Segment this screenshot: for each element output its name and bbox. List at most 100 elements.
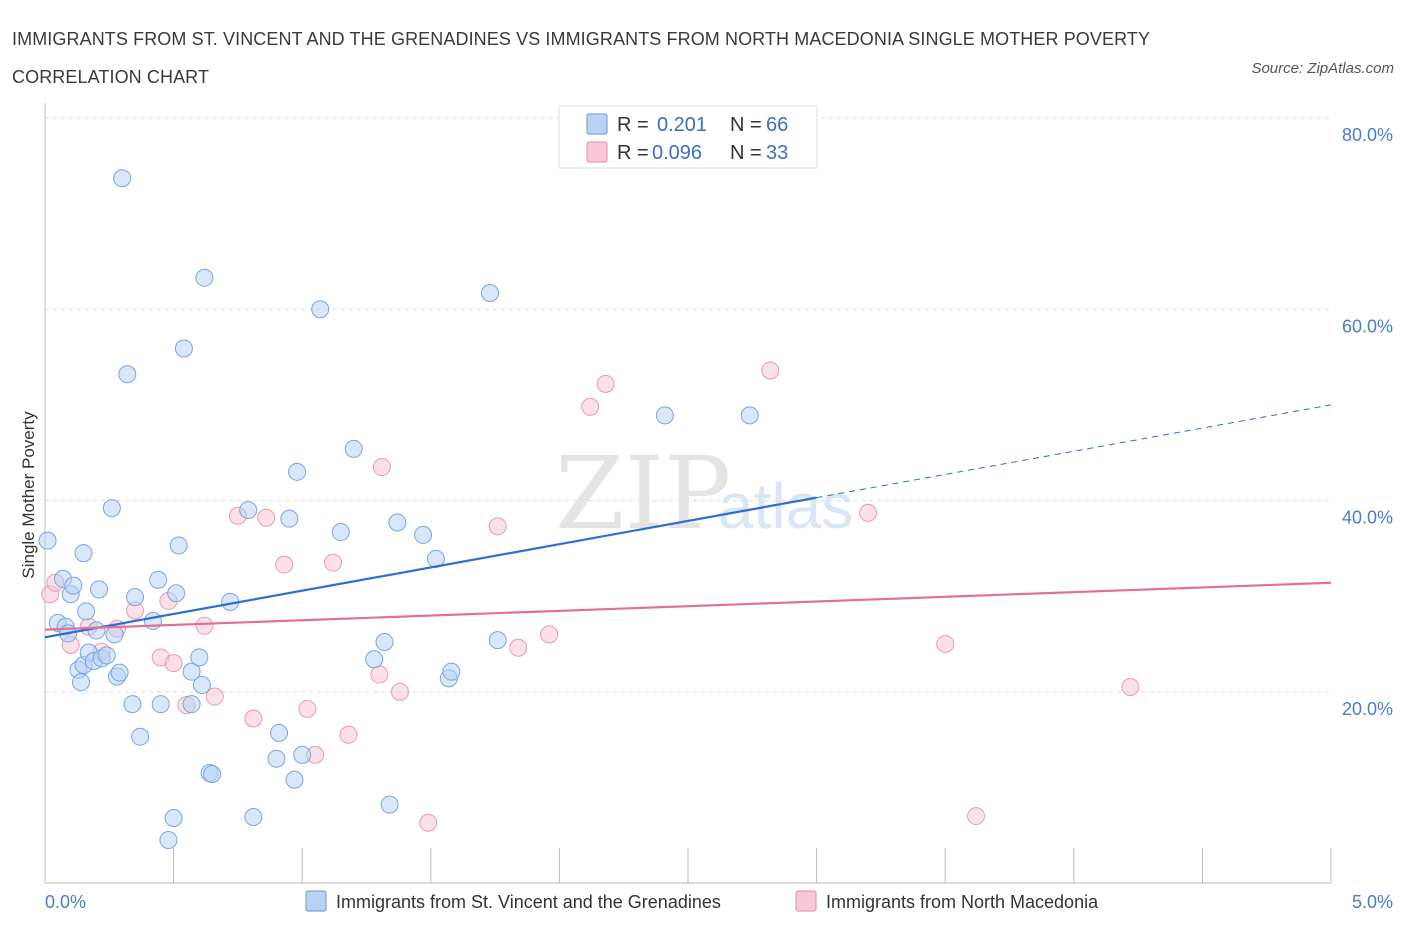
data-point-st-vincent — [110, 663, 129, 682]
y-tick-label: 20.0% — [1342, 699, 1393, 719]
x-tick-label: 5.0% — [1352, 892, 1393, 912]
data-point-north-macedonia — [488, 517, 507, 536]
data-point-st-vincent — [159, 830, 178, 849]
data-point-north-macedonia — [195, 616, 214, 635]
data-point-st-vincent — [244, 808, 263, 827]
data-point-north-macedonia — [419, 813, 438, 832]
data-point-north-macedonia — [936, 634, 955, 653]
data-point-north-macedonia — [596, 374, 615, 393]
data-point-st-vincent — [87, 621, 106, 640]
data-point-north-macedonia — [205, 687, 224, 706]
series-legend-label-north-macedonia: Immigrants from North Macedonia — [826, 892, 1099, 912]
chart-source: Source: ZipAtlas.com — [1251, 60, 1394, 77]
data-point-st-vincent — [192, 676, 211, 695]
data-point-st-vincent — [118, 365, 137, 384]
data-point-st-vincent — [90, 580, 109, 599]
data-point-st-vincent — [344, 439, 363, 458]
data-point-st-vincent — [288, 462, 307, 481]
data-point-st-vincent — [480, 283, 499, 302]
x-tick-label: 0.0% — [45, 892, 86, 912]
data-point-north-macedonia — [859, 503, 878, 522]
y-axis-label: Single Mother Poverty — [19, 411, 38, 579]
data-point-st-vincent — [740, 406, 759, 425]
stats-legend-n-value: 33 — [766, 142, 788, 164]
data-point-north-macedonia — [1121, 677, 1140, 696]
stats-legend-r-value: 0.096 — [652, 142, 702, 164]
data-point-st-vincent — [131, 727, 150, 746]
data-point-st-vincent — [239, 501, 258, 520]
data-point-st-vincent — [203, 764, 222, 783]
data-point-st-vincent — [388, 513, 407, 532]
data-point-st-vincent — [655, 406, 674, 425]
axes — [44, 103, 1332, 884]
data-point-north-macedonia — [509, 638, 528, 657]
data-point-north-macedonia — [581, 397, 600, 416]
data-point-st-vincent — [414, 525, 433, 544]
data-point-north-macedonia — [540, 625, 559, 644]
data-point-st-vincent — [151, 695, 170, 714]
series-legend-label-st-vincent: Immigrants from St. Vincent and the Gren… — [336, 892, 721, 912]
series-legend: Immigrants from St. Vincent and the Gren… — [305, 890, 1099, 912]
chart-title: IMMIGRANTS FROM ST. VINCENT AND THE GREN… — [12, 29, 1150, 87]
data-point-st-vincent — [293, 745, 312, 764]
trend-line-st-vincent-extension — [816, 404, 1332, 499]
watermark-atlas: atlas — [718, 470, 853, 542]
data-point-st-vincent — [64, 576, 83, 595]
watermark: ZIP atlas — [555, 435, 853, 552]
data-point-north-macedonia — [244, 709, 263, 728]
data-point-st-vincent — [365, 650, 384, 669]
trend-line-north-macedonia — [44, 581, 1332, 631]
data-point-north-macedonia — [372, 458, 391, 477]
data-point-st-vincent — [190, 648, 209, 667]
data-point-st-vincent — [285, 770, 304, 789]
series-legend-swatch-blue — [305, 890, 327, 912]
trend-lines — [44, 404, 1332, 639]
stats-legend-swatch-pink — [586, 141, 608, 163]
data-point-st-vincent — [164, 808, 183, 827]
data-point-st-vincent — [38, 531, 57, 550]
data-point-st-vincent — [77, 602, 96, 621]
data-point-st-vincent — [380, 795, 399, 814]
data-point-north-macedonia — [370, 665, 389, 684]
stats-legend-r-label: R = — [617, 114, 649, 136]
data-point-st-vincent — [167, 584, 186, 603]
data-point-north-macedonia — [967, 807, 986, 826]
y-tick-label: 60.0% — [1342, 316, 1393, 336]
data-point-north-macedonia — [257, 508, 276, 527]
data-point-st-vincent — [102, 499, 121, 518]
data-point-st-vincent — [74, 544, 93, 563]
data-point-st-vincent — [113, 169, 132, 188]
stats-legend-n-label: N = — [730, 114, 762, 136]
data-point-st-vincent — [270, 723, 289, 742]
stats-legend-n-label: N = — [730, 142, 762, 164]
data-point-st-vincent — [169, 536, 188, 555]
data-point-north-macedonia — [164, 654, 183, 673]
data-point-st-vincent — [195, 268, 214, 287]
data-point-st-vincent — [105, 625, 124, 644]
data-point-st-vincent — [123, 695, 142, 714]
data-point-st-vincent — [174, 339, 193, 358]
data-point-st-vincent — [311, 300, 330, 319]
data-point-st-vincent — [442, 662, 461, 681]
data-point-north-macedonia — [761, 361, 780, 380]
data-point-st-vincent — [331, 523, 350, 542]
y-tick-label: 40.0% — [1342, 508, 1393, 528]
series-st-vincent-points — [38, 169, 759, 849]
data-point-st-vincent — [149, 570, 168, 589]
stats-legend: R = 0.201 N = 66 R = 0.096 N = 33 — [558, 105, 818, 169]
data-point-st-vincent — [182, 695, 201, 714]
stats-legend-swatch-blue — [586, 113, 608, 135]
stats-legend-n-value: 66 — [766, 114, 788, 136]
data-point-north-macedonia — [390, 682, 409, 701]
stats-legend-r-label: R = — [617, 142, 649, 164]
x-tick-labels: 0.0% 5.0% — [45, 892, 1393, 912]
trend-line-st-vincent — [44, 496, 817, 639]
data-point-st-vincent — [488, 631, 507, 650]
y-tick-labels: 20.0% 40.0% 60.0% 80.0% — [1342, 125, 1393, 719]
data-point-st-vincent — [375, 633, 394, 652]
stats-legend-r-value: 0.201 — [657, 114, 707, 136]
data-point-st-vincent — [182, 662, 201, 681]
data-point-north-macedonia — [339, 725, 358, 744]
data-point-north-macedonia — [275, 555, 294, 574]
